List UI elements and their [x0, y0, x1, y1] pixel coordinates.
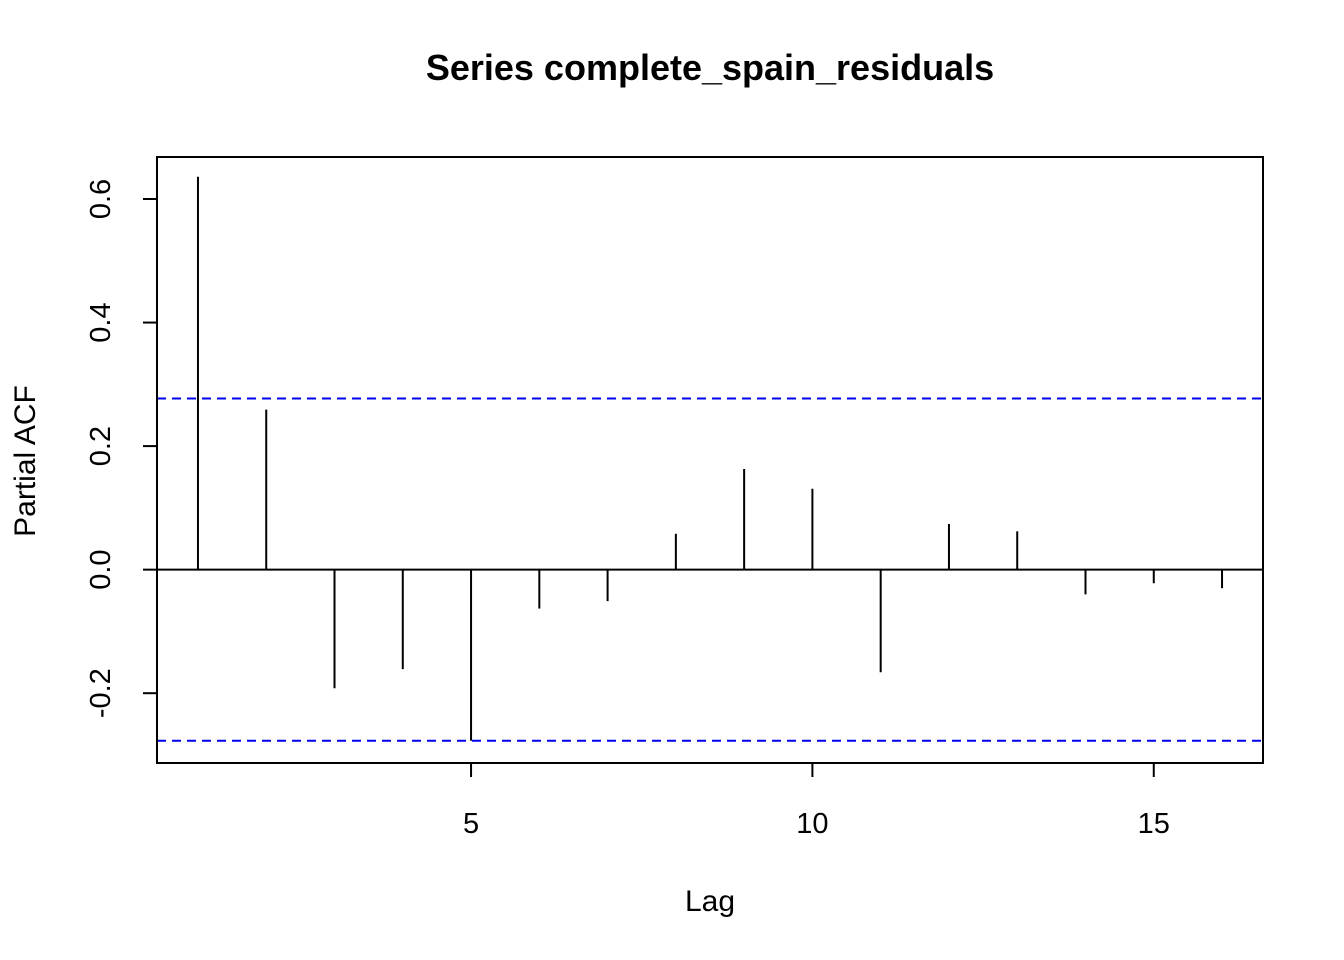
- y-tick-label: -0.2: [85, 668, 117, 718]
- y-axis: -0.2 0.0 0.2 0.4 0.6: [85, 179, 158, 718]
- x-tick-label: 15: [1138, 808, 1170, 840]
- y-tick-label: 0.6: [85, 179, 117, 219]
- x-tick-label: 5: [463, 808, 479, 840]
- y-tick-label: 0.4: [85, 302, 117, 342]
- plot-frame: [156, 156, 1264, 764]
- y-axis-label: Partial ACF: [9, 385, 42, 537]
- y-tick-label: 0.2: [85, 426, 117, 466]
- x-axis-label: Lag: [685, 885, 735, 918]
- x-tick-label: 10: [796, 808, 828, 840]
- plot-area: [157, 176, 1263, 742]
- x-axis: 5 10 15: [463, 762, 1170, 840]
- y-tick-label: 0.0: [85, 549, 117, 589]
- chart-title: Series complete_spain_residuals: [426, 47, 994, 88]
